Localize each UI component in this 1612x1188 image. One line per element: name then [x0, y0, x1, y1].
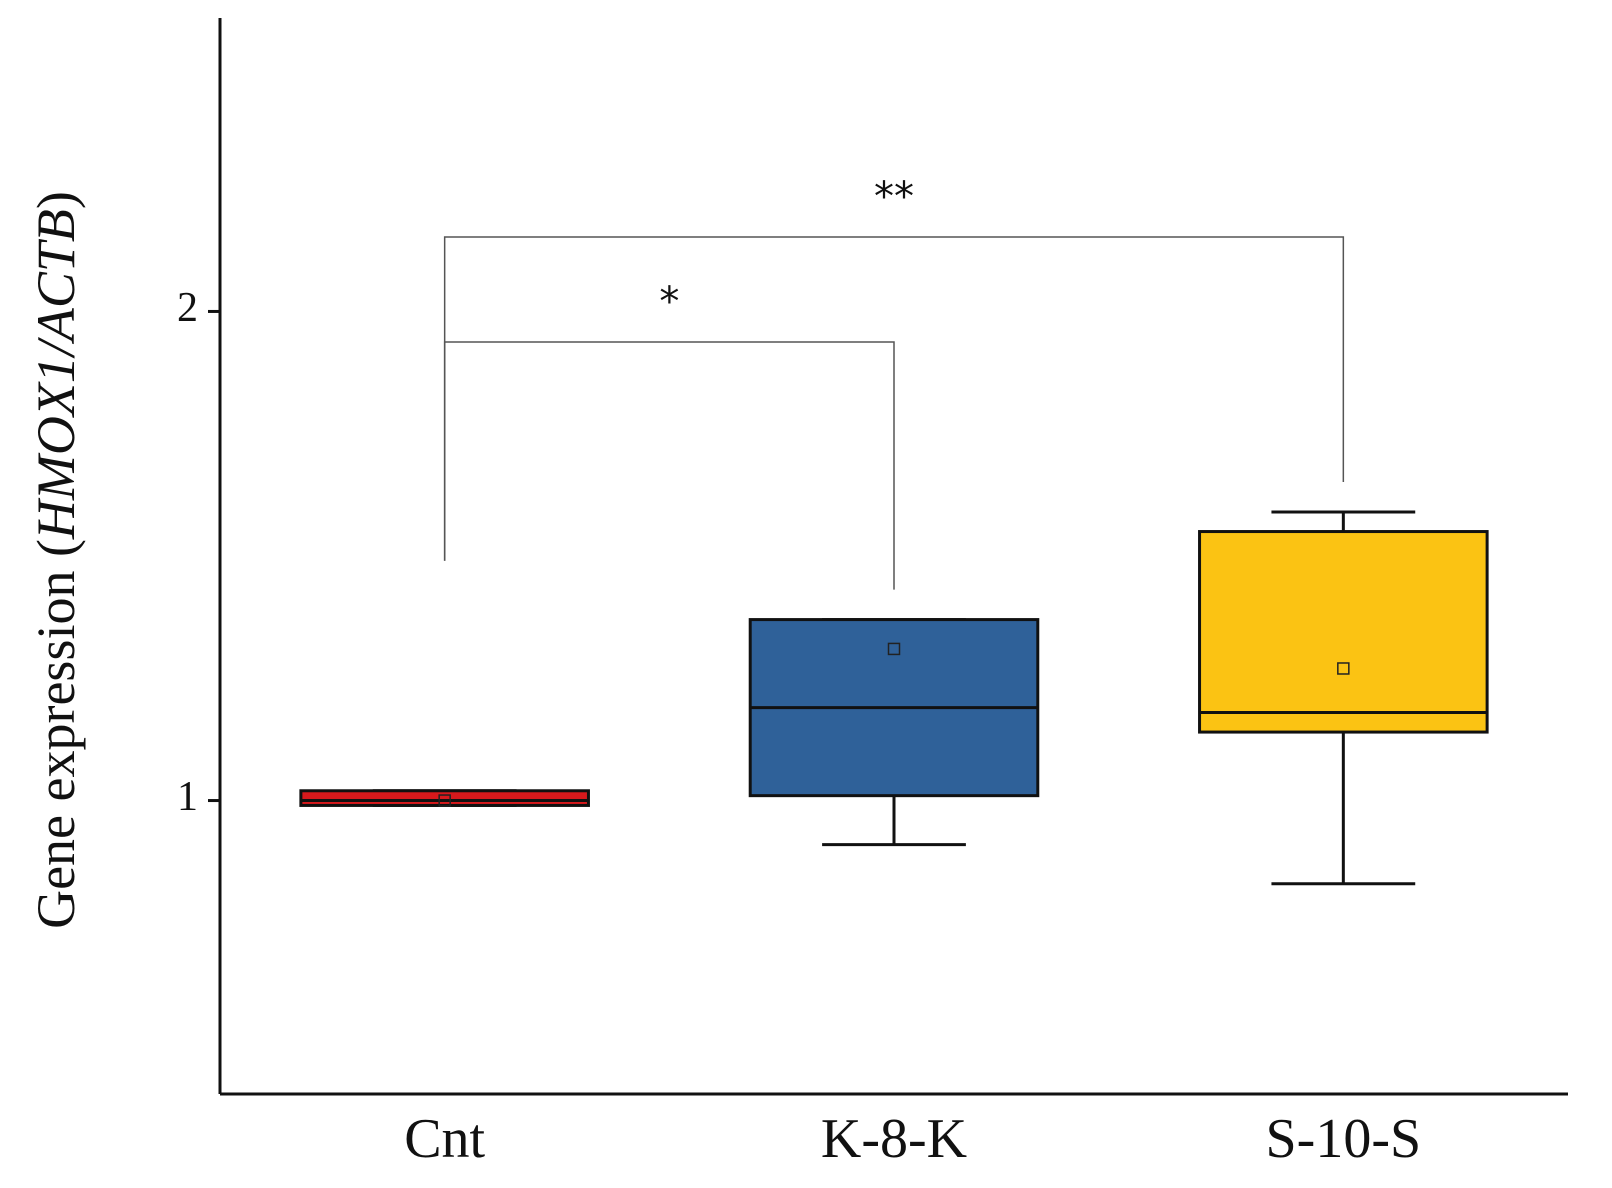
y-label-part: ) [26, 191, 86, 209]
y-tick-label: 1 [177, 774, 198, 820]
x-tick-label: S-10-S [1266, 1108, 1422, 1170]
y-axis-label: Gene expression (HMOX1/ACTB) [26, 191, 86, 929]
y-label-part: HMOX1/ACTB [26, 209, 86, 540]
significance-label: * [659, 279, 679, 325]
x-tick-label: K-8-K [821, 1108, 967, 1170]
mean-marker [438, 794, 451, 807]
mean-marker [1337, 662, 1350, 675]
y-label-part: Gene expression ( [26, 539, 86, 929]
mean-marker [887, 642, 901, 656]
significance-bracket [443, 341, 895, 590]
x-tick-label: Cnt [404, 1108, 485, 1170]
box [1198, 530, 1489, 734]
y-tick-label: 2 [177, 285, 198, 331]
box [299, 789, 590, 807]
significance-bracket [443, 236, 1345, 561]
significance-label: ** [874, 174, 914, 220]
